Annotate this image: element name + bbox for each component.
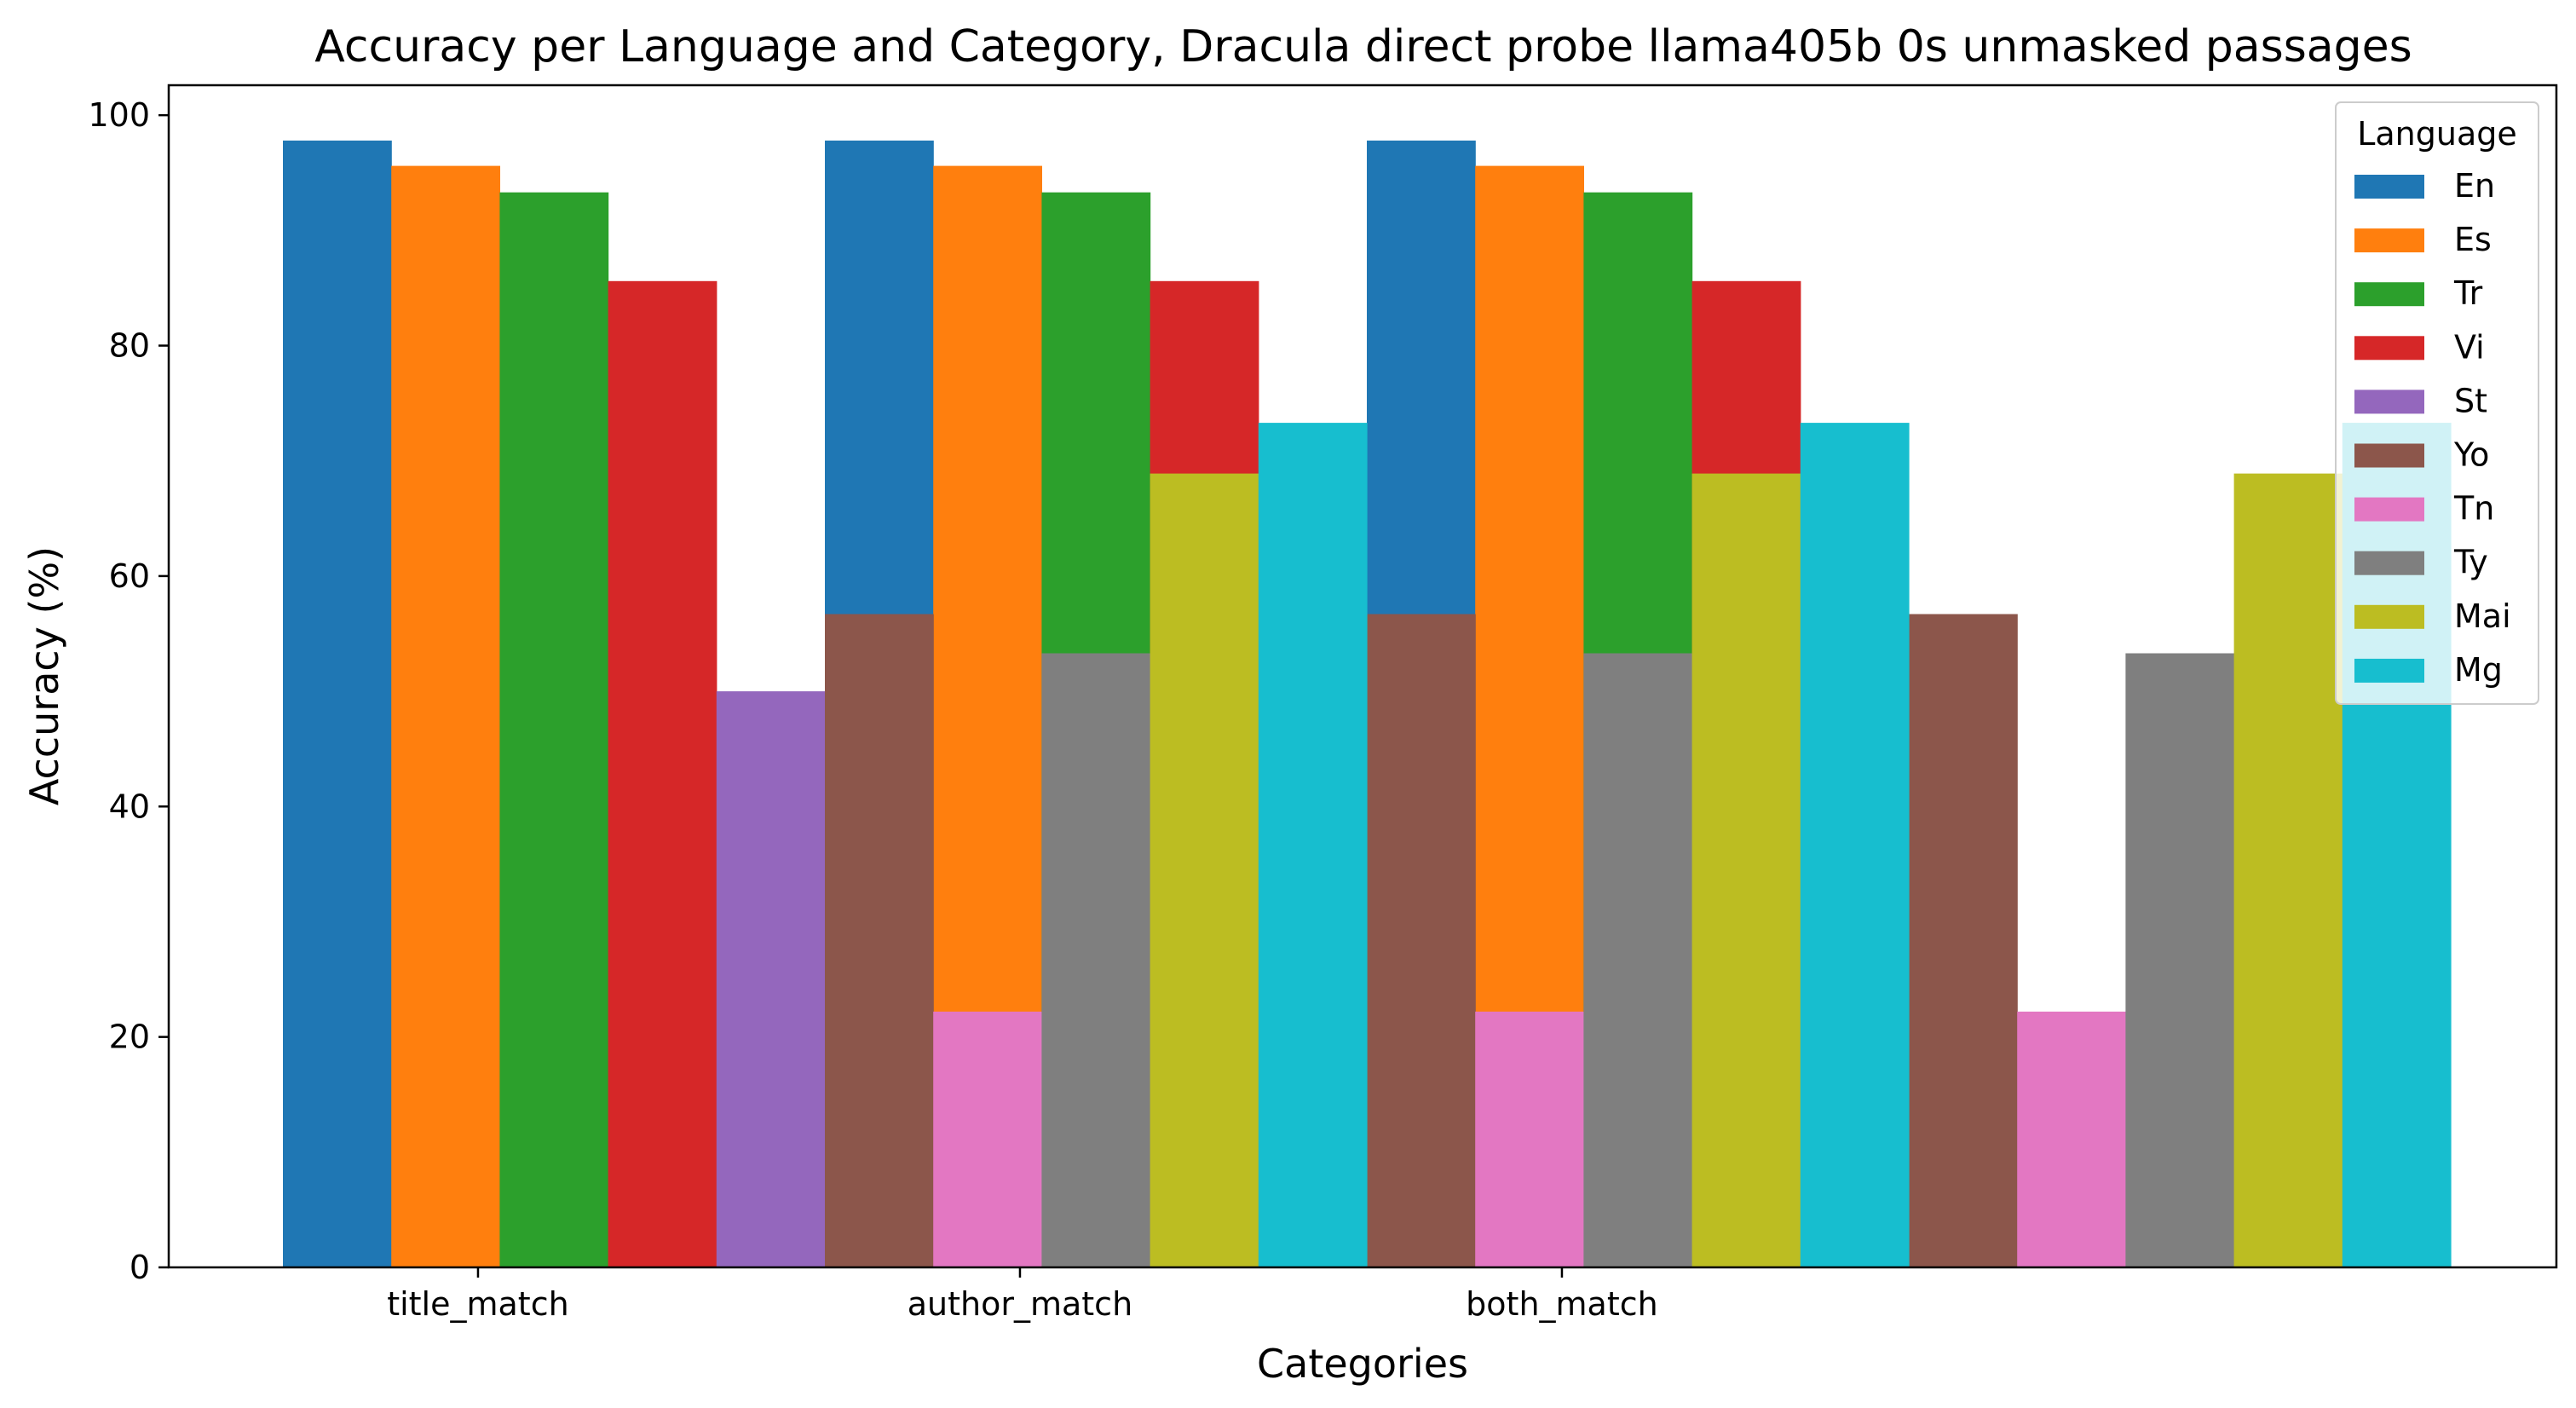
x-tick-label: author_match xyxy=(908,1285,1132,1323)
x-tick-label: both_match xyxy=(1466,1285,1658,1323)
y-tick-label: 100 xyxy=(88,96,150,134)
bar-mg-author_match xyxy=(1800,423,1910,1268)
bar-ty-title_match xyxy=(1041,653,1151,1267)
y-tick-label: 0 xyxy=(130,1249,150,1286)
y-axis-ticks: 0 20 40 60 80 100 xyxy=(88,96,169,1286)
bar-yo-author_match xyxy=(1367,614,1476,1267)
bar-mai-author_match xyxy=(1691,473,1801,1267)
legend-title: Language xyxy=(2357,115,2517,153)
legend-label-yo: Yo xyxy=(2453,436,2489,474)
legend-label-mai: Mai xyxy=(2454,597,2511,635)
bar-tn-author_match xyxy=(1475,1011,1584,1267)
legend-swatch-yo xyxy=(2354,443,2424,468)
legend-label-st: St xyxy=(2454,382,2487,419)
legend-label-tn: Tn xyxy=(2453,490,2494,528)
legend-swatch-tn xyxy=(2354,497,2424,522)
legend-label-en: En xyxy=(2454,167,2495,205)
legend-label-es: Es xyxy=(2454,221,2492,258)
y-tick-label: 20 xyxy=(109,1018,150,1056)
legend-label-vi: Vi xyxy=(2454,328,2485,366)
bar-es-title_match xyxy=(391,165,500,1268)
bar-ty-both_match xyxy=(2125,653,2235,1267)
legend-swatch-en xyxy=(2354,175,2424,199)
legend-label-ty: Ty xyxy=(2453,544,2488,581)
bar-en-title_match xyxy=(283,140,392,1267)
legend-swatch-mai xyxy=(2354,604,2424,629)
legend-items: En Es Tr Vi St Yo Tn Ty Mai Mg xyxy=(2354,167,2511,689)
legend-label-mg: Mg xyxy=(2454,651,2503,689)
bar-vi-title_match xyxy=(608,280,717,1267)
bar-st-title_match xyxy=(716,691,826,1267)
bar-tn-title_match xyxy=(933,1011,1042,1267)
bar-yo-title_match xyxy=(825,614,934,1267)
x-axis-ticks: title_match author_match both_match xyxy=(387,1267,1658,1323)
bars-group xyxy=(283,140,2452,1268)
legend: Language En Es Tr Vi St Yo Tn Ty Mai Mg xyxy=(2335,101,2539,705)
y-axis-label: Accuracy (%) xyxy=(21,546,67,805)
legend-swatch-es xyxy=(2354,228,2424,253)
bar-tn-both_match xyxy=(2017,1011,2126,1267)
y-tick-label: 40 xyxy=(109,788,150,825)
legend-swatch-tr xyxy=(2354,282,2424,307)
legend-swatch-ty xyxy=(2354,551,2424,575)
y-tick-label: 80 xyxy=(109,327,150,365)
x-axis-label: Categories xyxy=(1257,1341,1468,1387)
bar-ty-author_match xyxy=(1583,653,1693,1267)
plot-frame xyxy=(167,84,2558,1269)
bar-mai-both_match xyxy=(2233,473,2343,1267)
bar-yo-both_match xyxy=(1909,614,2018,1267)
legend-swatch-st xyxy=(2354,390,2424,414)
x-tick-label: title_match xyxy=(387,1285,568,1323)
bar-mg-title_match xyxy=(1258,423,1368,1268)
legend-swatch-vi xyxy=(2354,336,2424,361)
bar-tr-title_match xyxy=(499,192,609,1268)
y-tick-label: 60 xyxy=(109,557,150,595)
legend-label-tr: Tr xyxy=(2453,274,2483,312)
chart-title: Accuracy per Language and Category, Drac… xyxy=(314,21,2412,72)
bar-mai-title_match xyxy=(1150,473,1259,1267)
legend-swatch-mg xyxy=(2354,658,2424,683)
